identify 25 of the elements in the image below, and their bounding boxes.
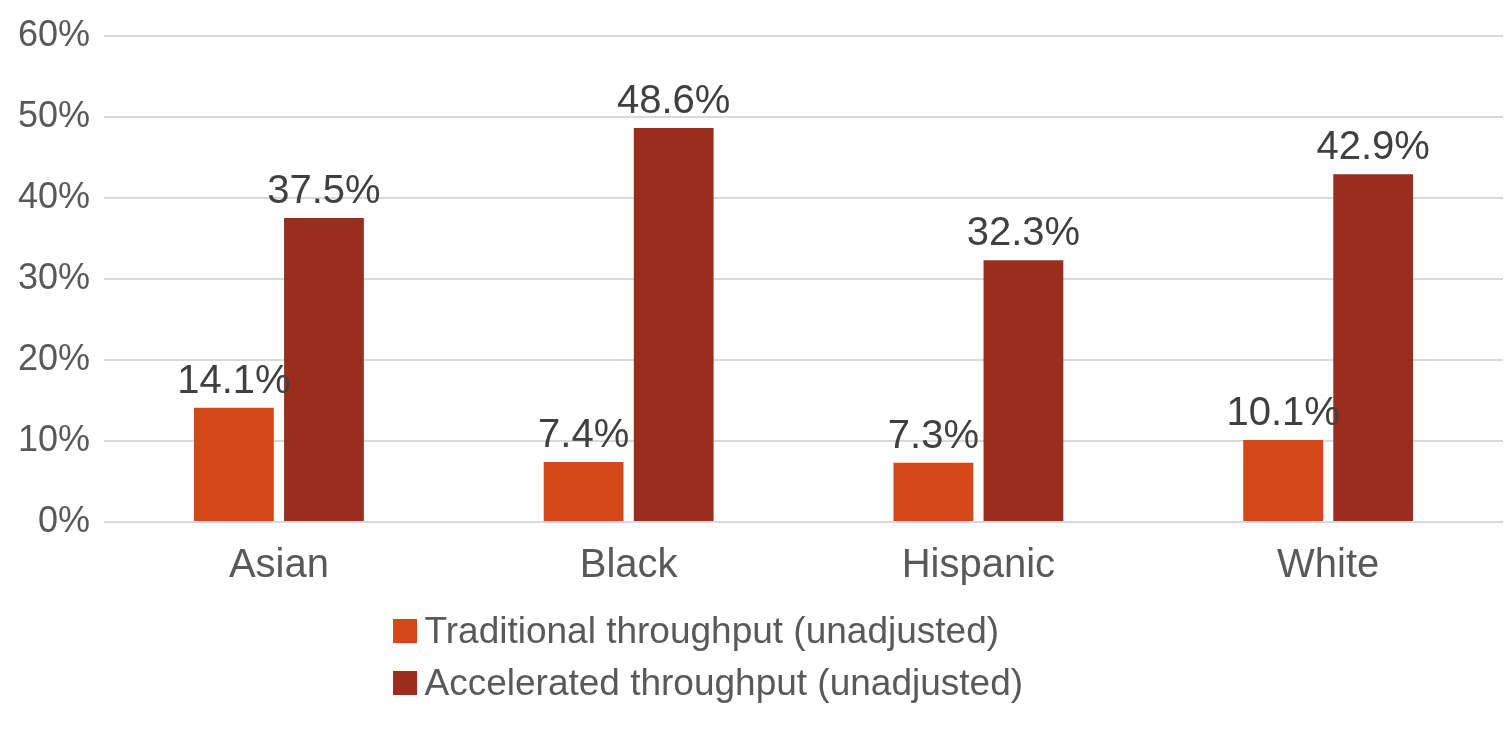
- bar: [194, 407, 274, 521]
- data-label: 42.9%: [1316, 123, 1430, 168]
- y-tick-label: 0%: [38, 498, 91, 540]
- data-label: 7.4%: [538, 411, 630, 456]
- data-label: 48.6%: [616, 77, 731, 122]
- data-label: 37.5%: [267, 167, 381, 212]
- legend-label: Accelerated throughput (unadjusted): [424, 662, 1024, 704]
- x-tick-label: White: [1277, 541, 1380, 586]
- y-tick-label: 30%: [17, 255, 91, 297]
- x-tick-label: Hispanic: [901, 541, 1056, 586]
- y-tick-label: 60%: [17, 12, 91, 54]
- x-tick-label: Black: [579, 541, 679, 586]
- bar: [543, 462, 624, 521]
- y-tick-label: 40%: [17, 174, 91, 216]
- bar: [893, 462, 974, 521]
- legend-label: Traditional throughput (unadjusted): [424, 610, 1000, 652]
- data-label: 32.3%: [966, 209, 1081, 254]
- bar: [1243, 440, 1323, 521]
- bar: [633, 128, 714, 521]
- bar: [983, 260, 1064, 521]
- y-tick-label: 20%: [17, 336, 91, 378]
- y-tick-label: 50%: [17, 93, 91, 135]
- y-tick-label: 10%: [17, 417, 91, 459]
- data-label: 7.3%: [887, 411, 979, 456]
- x-tick-label: Asian: [228, 541, 329, 586]
